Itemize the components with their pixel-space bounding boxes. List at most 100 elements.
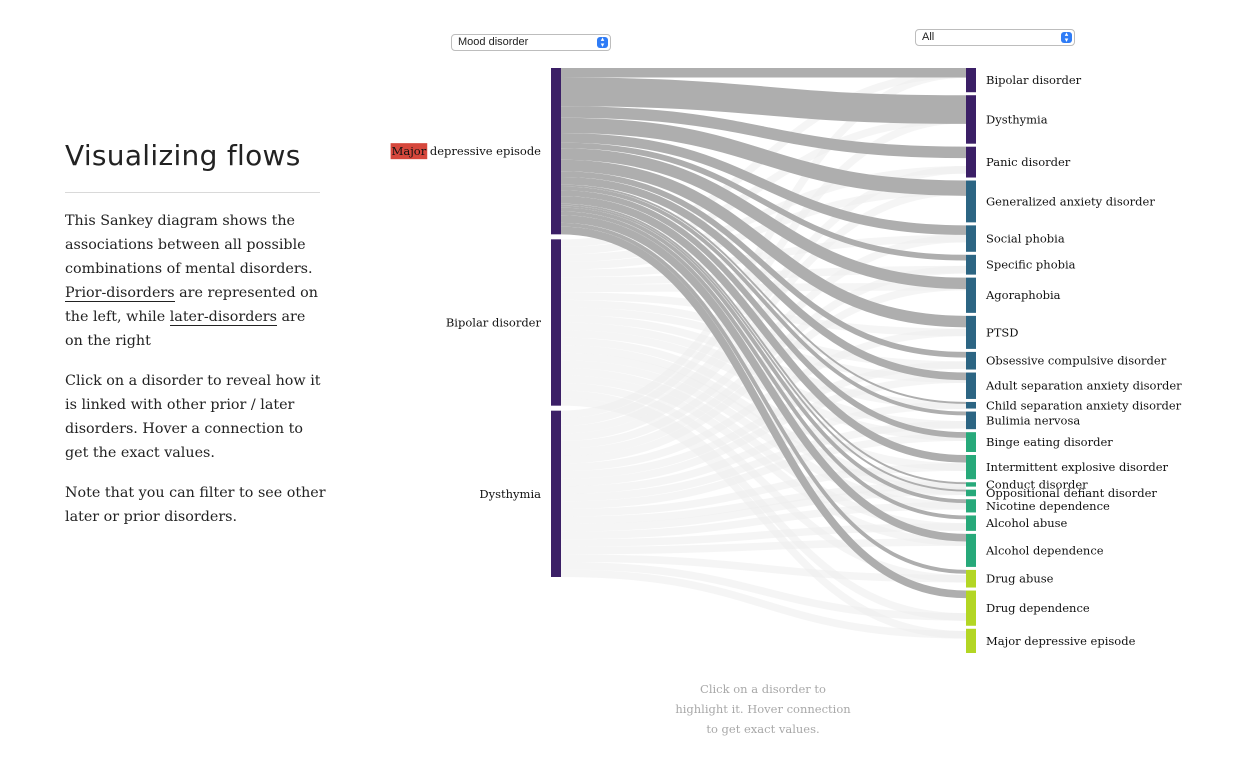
right-node-drug-abuse[interactable] — [966, 569, 976, 588]
right-node-label[interactable]: Adult separation anxiety disorder — [985, 379, 1182, 393]
right-node-intermittent-explosive-disorder[interactable] — [966, 455, 976, 480]
background-link[interactable] — [560, 420, 967, 502]
right-node-label[interactable]: Specific phobia — [986, 258, 1076, 272]
left-node-label[interactable]: Major depressive episode — [392, 144, 542, 158]
right-node-label[interactable]: Bipolar disorder — [986, 73, 1082, 87]
right-node-bipolar-disorder[interactable] — [966, 68, 976, 93]
select-arrows-icon: ▴ ▾ — [597, 36, 608, 49]
select-arrows-icon: ▴ ▾ — [1061, 31, 1072, 44]
hint-text: Click on a disorder to highlight it. Hov… — [675, 682, 851, 736]
link-bulimia-nervosa[interactable] — [560, 186, 967, 416]
right-node-panic-disorder[interactable] — [966, 146, 976, 178]
right-node-child-separation-anxiety-disorder[interactable] — [966, 401, 976, 409]
link-dysthymia[interactable] — [560, 77, 967, 124]
right-node-label[interactable]: Child separation anxiety disorder — [986, 398, 1182, 412]
right-node-agoraphobia[interactable] — [966, 277, 976, 313]
right-node-label[interactable]: Drug abuse — [986, 572, 1054, 586]
right-node-label[interactable]: Oppositional defiant disorder — [986, 486, 1157, 500]
right-node-label[interactable]: Social phobia — [986, 232, 1065, 246]
left-node-label[interactable]: Dysthymia — [479, 487, 541, 501]
link-oppositional-defiant-disorder[interactable] — [560, 205, 967, 492]
nodes — [551, 68, 976, 653]
prior-disorder-filter-value: Mood disorder — [458, 36, 529, 48]
link-nicotine-dependence[interactable] — [560, 207, 967, 504]
prior-disorder-filter[interactable]: Mood disorder ▴ ▾ — [451, 34, 611, 51]
node-labels: Major depressive episode Bipolar disorder… — [390, 73, 1182, 648]
right-node-oppositional-defiant-disorder[interactable] — [966, 489, 976, 497]
background-link[interactable] — [560, 401, 967, 494]
right-node-nicotine-dependence[interactable] — [966, 499, 976, 513]
background-link[interactable] — [560, 523, 967, 547]
intro-text-2: are represented on the left, while — [65, 285, 318, 325]
background-link[interactable] — [560, 538, 967, 555]
right-node-major-depressive-episode[interactable] — [966, 628, 976, 653]
link-drug-dependence[interactable] — [560, 226, 967, 599]
link-obsessive-compulsive-disorder[interactable] — [560, 171, 967, 358]
right-node-label[interactable]: Nicotine dependence — [986, 499, 1110, 513]
right-node-label[interactable]: Alcohol abuse — [985, 516, 1068, 530]
right-node-label[interactable]: Major depressive episode — [986, 634, 1136, 648]
right-node-label[interactable]: Bulimia nervosa — [986, 413, 1080, 427]
page-title: Visualizing flows — [65, 139, 301, 172]
link-binge-eating-disorder[interactable] — [560, 190, 967, 438]
right-node-alcohol-abuse[interactable] — [966, 515, 976, 531]
link-alcohol-dependence[interactable] — [560, 215, 967, 542]
right-node-binge-eating-disorder[interactable] — [966, 432, 976, 452]
right-node-adult-separation-anxiety-disorder[interactable] — [966, 372, 976, 399]
link-child-separation-anxiety-disorder[interactable] — [560, 184, 967, 404]
link-ptsd[interactable] — [560, 159, 967, 328]
right-node-obsessive-compulsive-disorder[interactable] — [966, 351, 976, 370]
background-link[interactable] — [560, 375, 967, 487]
right-node-dysthymia[interactable] — [966, 95, 976, 144]
right-node-generalized-anxiety-disorder[interactable] — [966, 180, 976, 223]
left-node-dysthymia[interactable] — [551, 410, 561, 577]
background-link[interactable] — [560, 187, 967, 270]
search-match-highlight — [390, 143, 428, 160]
background-link[interactable] — [560, 569, 967, 639]
intro-paragraph: This Sankey diagram shows the associatio… — [65, 209, 327, 353]
link-conduct-disorder[interactable] — [560, 203, 967, 485]
background-link[interactable] — [560, 282, 967, 293]
right-node-label[interactable]: Agoraphobia — [985, 288, 1061, 302]
link-agoraphobia[interactable] — [560, 148, 967, 290]
right-node-conduct-disorder[interactable] — [966, 482, 976, 487]
right-node-label[interactable]: Obsessive compulsive disorder — [986, 354, 1167, 368]
right-node-specific-phobia[interactable] — [966, 254, 976, 275]
link-specific-phobia[interactable] — [560, 142, 967, 261]
right-node-label[interactable]: Dysthymia — [986, 112, 1048, 126]
later-disorder-filter-value: All — [922, 31, 935, 43]
right-node-label[interactable]: PTSD — [986, 325, 1019, 339]
left-node-bipolar-disorder[interactable] — [551, 239, 561, 406]
link-generalized-anxiety-disorder[interactable] — [560, 117, 967, 196]
right-node-bulimia-nervosa[interactable] — [966, 411, 976, 430]
later-disorder-filter[interactable]: All ▴ ▾ — [915, 29, 1075, 46]
right-node-label[interactable]: Intermittent explosive disorder — [986, 460, 1169, 474]
link-panic-disorder[interactable] — [560, 106, 967, 159]
right-node-alcohol-dependence[interactable] — [966, 533, 976, 567]
selected-node-links — [560, 68, 967, 599]
right-node-label[interactable]: Conduct disorder — [986, 477, 1088, 491]
later-disorders-term: later-disorders — [169, 309, 277, 326]
link-adult-separation-anxiety-disorder[interactable] — [560, 176, 967, 381]
background-link[interactable] — [560, 433, 967, 509]
background-link[interactable] — [560, 234, 967, 278]
link-drug-abuse[interactable] — [560, 222, 967, 574]
right-node-social-phobia[interactable] — [966, 225, 976, 252]
right-node-label[interactable]: Panic disorder — [986, 155, 1071, 169]
left-node-major-depressive-episode[interactable] — [551, 68, 561, 235]
right-node-ptsd[interactable] — [966, 315, 976, 349]
link-social-phobia[interactable] — [560, 133, 967, 235]
background-link[interactable] — [560, 561, 967, 621]
link-intermittent-explosive-disorder[interactable] — [560, 196, 967, 463]
right-node-label[interactable]: Binge eating disorder — [986, 435, 1113, 449]
background-link[interactable] — [560, 487, 967, 532]
intro-text-3: are on the right — [65, 309, 306, 349]
right-node-drug-dependence[interactable] — [966, 590, 976, 626]
background-link[interactable] — [560, 115, 967, 426]
left-node-label[interactable]: Bipolar disorder — [446, 316, 542, 330]
background-link[interactable] — [560, 502, 967, 540]
link-alcohol-abuse[interactable] — [560, 211, 967, 520]
right-node-label[interactable]: Drug dependence — [986, 601, 1090, 615]
right-node-label[interactable]: Generalized anxiety disorder — [986, 194, 1155, 208]
right-node-label[interactable]: Alcohol dependence — [985, 543, 1104, 557]
